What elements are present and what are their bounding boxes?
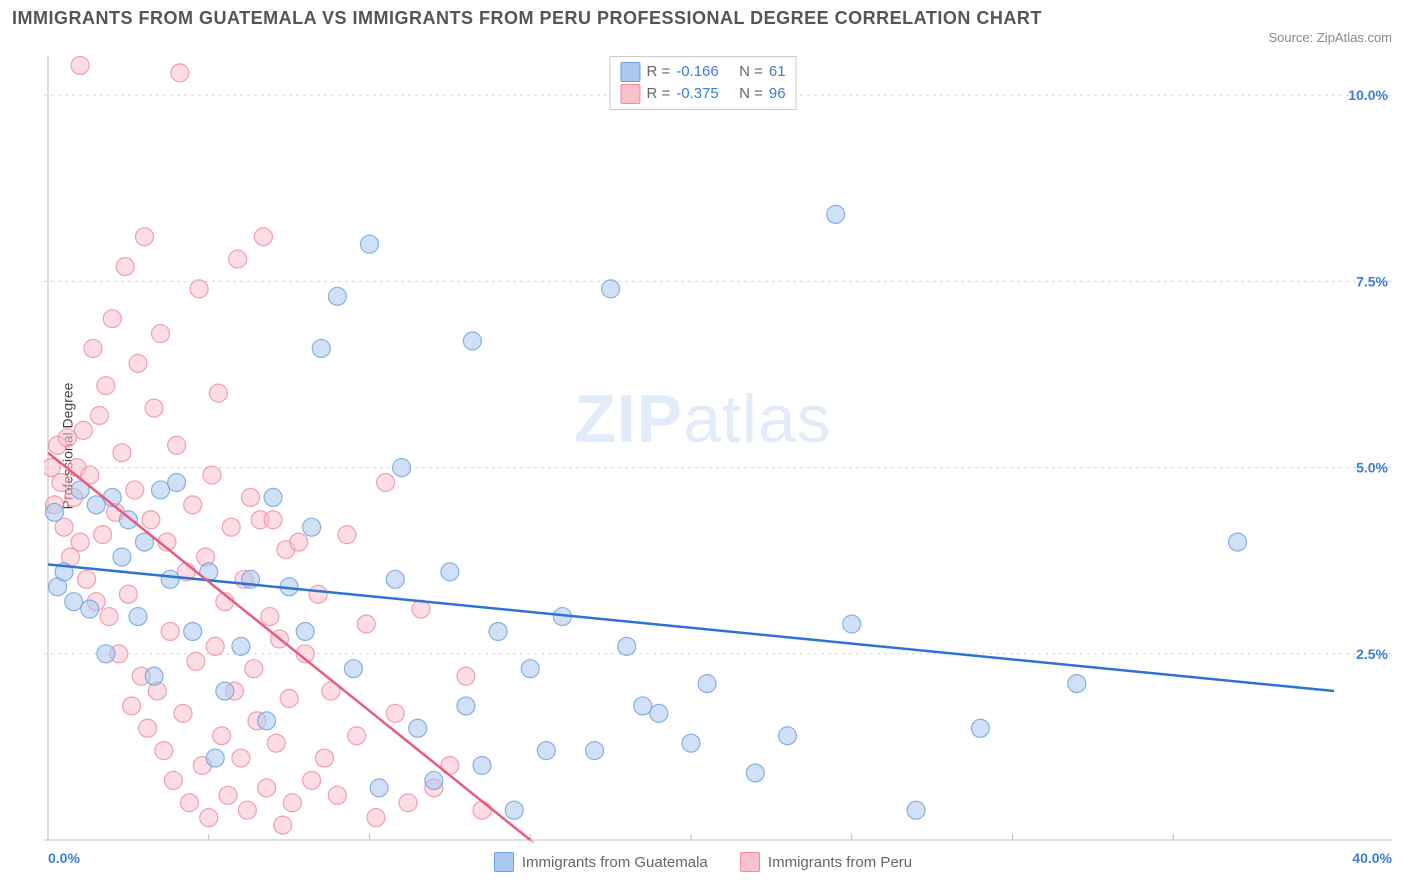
correlation-legend: R = -0.166 N = 61 R = -0.375 N = 96 [609,56,796,110]
r-value-2: -0.375 [676,83,719,105]
svg-text:7.5%: 7.5% [1356,273,1388,289]
x-min-label: 0.0% [48,850,80,866]
swatch-guatemala [620,62,640,82]
r-label-1: R = [646,61,670,83]
svg-text:5.0%: 5.0% [1356,460,1388,476]
legend-row-peru: R = -0.375 N = 96 [620,83,785,105]
source-label: Source: ZipAtlas.com [1268,30,1392,45]
svg-text:2.5%: 2.5% [1356,646,1388,662]
swatch-guatemala-b [494,852,514,872]
chart-title: IMMIGRANTS FROM GUATEMALA VS IMMIGRANTS … [12,8,1042,29]
series1-name: Immigrants from Guatemala [522,854,708,871]
n-label-2: N = [739,83,763,105]
legend-row-guatemala: R = -0.166 N = 61 [620,61,785,83]
series-legend: Immigrants from Guatemala Immigrants fro… [0,852,1406,876]
x-max-label: 40.0% [1352,850,1392,866]
scatter-svg: 2.5% 5.0% 7.5% 10.0% [44,56,1392,844]
swatch-peru-b [740,852,760,872]
legend-item-peru: Immigrants from Peru [740,852,912,872]
svg-text:10.0%: 10.0% [1348,87,1388,103]
r-value-1: -0.166 [676,61,719,83]
n-value-2: 96 [769,83,786,105]
plot-area: 2.5% 5.0% 7.5% 10.0% [44,56,1392,844]
r-label-2: R = [646,83,670,105]
series2-name: Immigrants from Peru [768,854,912,871]
swatch-peru [620,84,640,104]
n-label-1: N = [739,61,763,83]
chart-container: IMMIGRANTS FROM GUATEMALA VS IMMIGRANTS … [0,0,1406,892]
n-value-1: 61 [769,61,786,83]
legend-item-guatemala: Immigrants from Guatemala [494,852,708,872]
